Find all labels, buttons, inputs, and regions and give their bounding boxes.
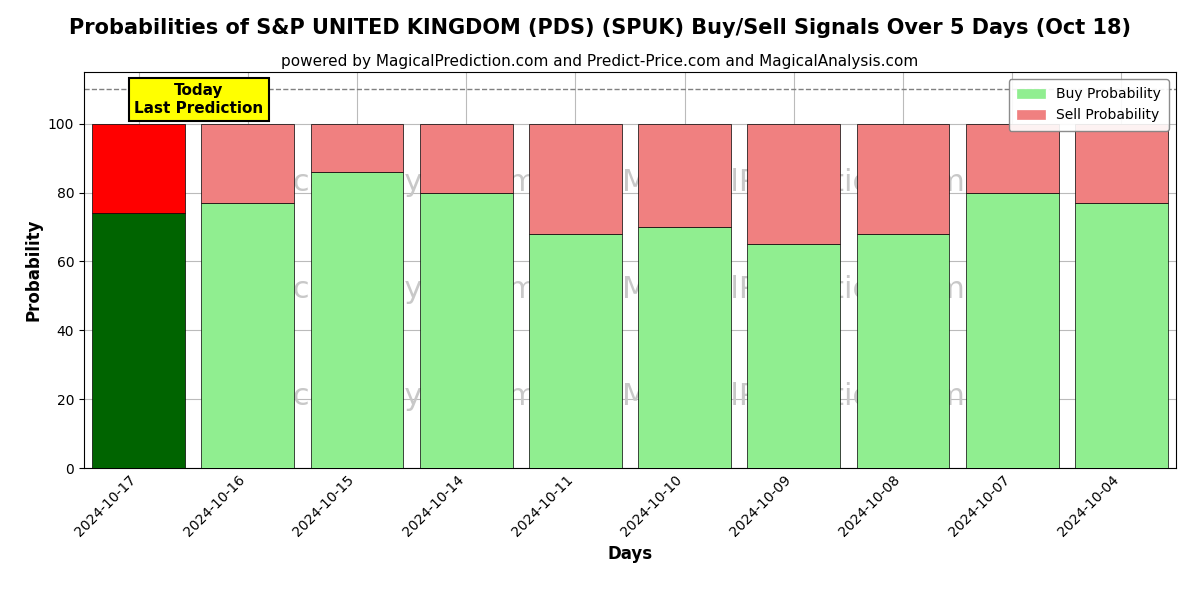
Text: MagicalPrediction.com: MagicalPrediction.com — [623, 382, 965, 411]
Bar — [202, 124, 294, 203]
Bar — [748, 124, 840, 244]
Text: MagicalPrediction.com: MagicalPrediction.com — [623, 169, 965, 197]
X-axis label: Days: Days — [607, 545, 653, 563]
Bar — [311, 172, 403, 468]
Bar — [420, 193, 512, 468]
Legend: Buy Probability, Sell Probability: Buy Probability, Sell Probability — [1009, 79, 1169, 131]
Y-axis label: Probability: Probability — [24, 219, 42, 321]
Bar — [311, 124, 403, 172]
Bar — [966, 124, 1058, 193]
Bar — [966, 193, 1058, 468]
Bar — [1075, 203, 1168, 468]
Bar — [529, 234, 622, 468]
Text: powered by MagicalPrediction.com and Predict-Price.com and MagicalAnalysis.com: powered by MagicalPrediction.com and Pre… — [281, 54, 919, 69]
Bar — [748, 244, 840, 468]
Text: MagicalPrediction.com: MagicalPrediction.com — [623, 275, 965, 304]
Bar — [202, 203, 294, 468]
Text: MagicalAnalysis.com: MagicalAnalysis.com — [221, 169, 538, 197]
Bar — [857, 124, 949, 234]
Text: Probabilities of S&P UNITED KINGDOM (PDS) (SPUK) Buy/Sell Signals Over 5 Days (O: Probabilities of S&P UNITED KINGDOM (PDS… — [70, 18, 1132, 38]
Bar — [638, 227, 731, 468]
Text: MagicalAnalysis.com: MagicalAnalysis.com — [221, 382, 538, 411]
Bar — [638, 124, 731, 227]
Bar — [420, 124, 512, 193]
Bar — [529, 124, 622, 234]
Bar — [1075, 124, 1168, 203]
Text: MagicalAnalysis.com: MagicalAnalysis.com — [221, 275, 538, 304]
Bar — [92, 124, 185, 213]
Text: Today
Last Prediction: Today Last Prediction — [134, 83, 263, 116]
Bar — [857, 234, 949, 468]
Bar — [92, 213, 185, 468]
